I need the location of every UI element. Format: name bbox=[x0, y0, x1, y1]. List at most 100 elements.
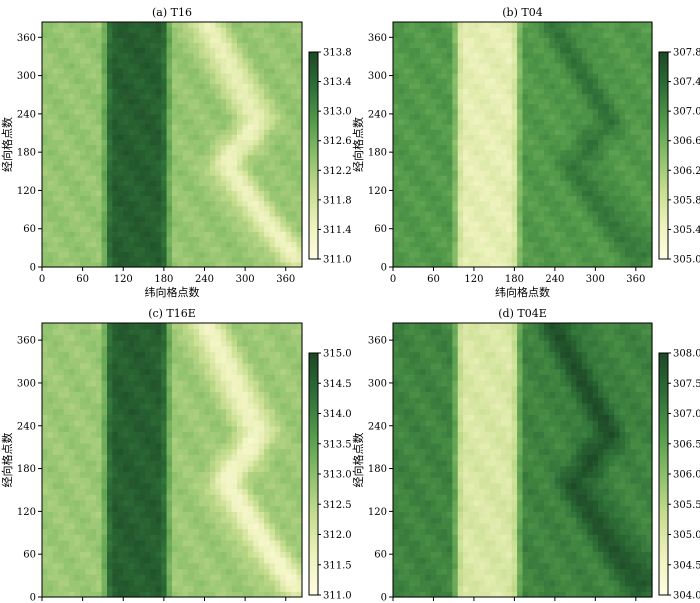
heatmap-cell bbox=[603, 32, 610, 38]
heatmap-cell bbox=[554, 129, 561, 135]
heatmap-cell bbox=[619, 215, 626, 222]
heatmap-cell bbox=[625, 78, 632, 84]
heatmap-cell bbox=[511, 154, 518, 161]
heatmap-cell bbox=[608, 47, 615, 54]
heatmap-cell bbox=[193, 37, 200, 44]
heatmap-cell bbox=[253, 27, 260, 33]
heatmap-cell bbox=[538, 67, 545, 74]
heatmap-cell bbox=[123, 139, 130, 146]
heatmap-cell bbox=[242, 37, 249, 44]
heatmap-cell bbox=[603, 47, 610, 54]
heatmap-cell bbox=[269, 226, 276, 232]
heatmap-cell bbox=[619, 134, 626, 140]
heatmap-cell bbox=[630, 47, 637, 54]
heatmap-cell bbox=[274, 215, 281, 222]
heatmap-cell bbox=[463, 195, 470, 202]
heatmap-cell bbox=[581, 154, 588, 161]
heatmap-cell bbox=[42, 334, 49, 341]
heatmap-cell bbox=[500, 78, 507, 84]
heatmap-cell bbox=[473, 118, 480, 125]
heatmap-cell bbox=[538, 88, 545, 95]
heatmap-cell bbox=[63, 511, 70, 518]
heatmap-cell bbox=[128, 200, 135, 207]
heatmap-cell bbox=[172, 180, 179, 186]
heatmap-cell bbox=[603, 57, 610, 64]
heatmap-cell bbox=[614, 27, 621, 33]
heatmap-cell bbox=[425, 47, 432, 54]
heatmap-cell bbox=[269, 251, 276, 258]
heatmap-cell bbox=[42, 517, 49, 524]
heatmap-cell bbox=[641, 52, 648, 59]
heatmap-cell bbox=[630, 32, 637, 38]
heatmap-cell bbox=[630, 78, 637, 84]
heatmap-cell bbox=[468, 113, 475, 120]
heatmap-cell bbox=[172, 32, 179, 38]
heatmap-cell bbox=[592, 103, 599, 110]
heatmap-cell bbox=[177, 42, 184, 49]
heatmap-cell bbox=[226, 170, 233, 176]
heatmap-cell bbox=[269, 134, 276, 140]
heatmap-cell bbox=[74, 103, 81, 110]
heatmap-cell bbox=[182, 67, 189, 74]
heatmap-cell bbox=[468, 73, 475, 79]
heatmap-cell bbox=[247, 170, 254, 176]
heatmap-cell bbox=[47, 334, 54, 341]
heatmap-cell bbox=[619, 129, 626, 135]
heatmap-cell bbox=[430, 103, 437, 110]
heatmap-cell bbox=[247, 251, 254, 258]
y-tick-label: 60 bbox=[23, 224, 36, 235]
heatmap-cell bbox=[646, 22, 653, 28]
heatmap-cell bbox=[457, 185, 464, 192]
heatmap-cell bbox=[85, 164, 92, 171]
heatmap-cell bbox=[90, 170, 97, 176]
heatmap-cell bbox=[220, 149, 227, 156]
heatmap-cell bbox=[47, 551, 54, 558]
heatmap-cell bbox=[581, 129, 588, 135]
heatmap-cell bbox=[544, 108, 551, 115]
heatmap-cell bbox=[123, 261, 130, 268]
heatmap-cell bbox=[544, 154, 551, 161]
heatmap-cell bbox=[199, 103, 206, 110]
heatmap-cell bbox=[177, 113, 184, 120]
heatmap-cell bbox=[576, 149, 583, 156]
heatmap-cell bbox=[134, 52, 141, 59]
heatmap-cell bbox=[177, 57, 184, 64]
heatmap-cell bbox=[42, 477, 49, 484]
heatmap-cell bbox=[473, 231, 480, 237]
heatmap-cell bbox=[85, 93, 92, 100]
heatmap-cell bbox=[258, 144, 265, 151]
heatmap-cell bbox=[69, 442, 76, 450]
heatmap-cell bbox=[419, 236, 426, 243]
heatmap-cell bbox=[85, 190, 92, 197]
heatmap-cell bbox=[425, 261, 432, 268]
heatmap-cell bbox=[182, 236, 189, 243]
heatmap-cell bbox=[463, 170, 470, 176]
heatmap-cell bbox=[90, 200, 97, 207]
heatmap-cell bbox=[457, 261, 464, 268]
heatmap-cell bbox=[398, 67, 405, 74]
heatmap-cell bbox=[112, 118, 119, 125]
heatmap-cell bbox=[441, 251, 448, 258]
heatmap-cell bbox=[533, 113, 540, 120]
heatmap-cell bbox=[592, 139, 599, 146]
heatmap-cell bbox=[446, 98, 453, 105]
heatmap-cell bbox=[581, 103, 588, 110]
heatmap-cell bbox=[511, 231, 518, 237]
heatmap-cell bbox=[264, 118, 271, 125]
heatmap-cell bbox=[177, 88, 184, 95]
heatmap-cell bbox=[296, 159, 303, 166]
heatmap-cell bbox=[199, 57, 206, 64]
heatmap-cell bbox=[592, 261, 599, 268]
heatmap-cell bbox=[506, 118, 513, 125]
heatmap-cell bbox=[571, 22, 578, 28]
heatmap-cell bbox=[592, 236, 599, 243]
heatmap-cell bbox=[587, 52, 594, 59]
heatmap-cell bbox=[457, 246, 464, 253]
heatmap-cell bbox=[452, 62, 459, 69]
heatmap-cell bbox=[52, 246, 59, 253]
heatmap-cell bbox=[215, 129, 222, 135]
heatmap-cell bbox=[155, 98, 162, 105]
heatmap-cell bbox=[69, 460, 76, 467]
heatmap-cell bbox=[463, 108, 470, 115]
heatmap-cell bbox=[554, 83, 561, 89]
